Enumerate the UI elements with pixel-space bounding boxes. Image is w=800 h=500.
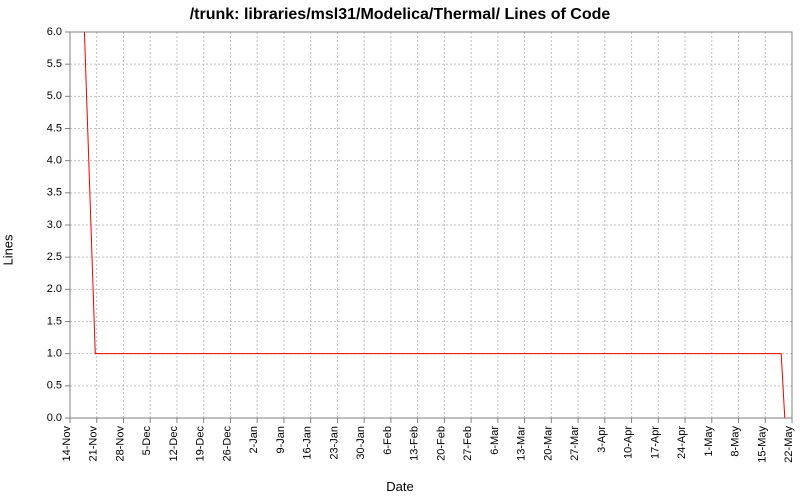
svg-text:14-Nov: 14-Nov [61, 426, 73, 462]
svg-text:5-Dec: 5-Dec [141, 426, 153, 456]
svg-text:15-May: 15-May [756, 426, 768, 463]
svg-text:6-Mar: 6-Mar [489, 426, 501, 455]
svg-text:19-Dec: 19-Dec [195, 426, 207, 462]
svg-text:16-Jan: 16-Jan [302, 426, 314, 460]
svg-text:5.5: 5.5 [47, 58, 62, 70]
svg-text:24-Apr: 24-Apr [676, 426, 688, 459]
svg-text:22-May: 22-May [783, 426, 795, 463]
svg-text:5.0: 5.0 [47, 90, 62, 102]
svg-text:26-Dec: 26-Dec [221, 426, 233, 462]
svg-text:10-Apr: 10-Apr [623, 426, 635, 459]
svg-text:8-May: 8-May [730, 426, 742, 457]
svg-text:3.0: 3.0 [47, 219, 62, 231]
svg-text:20-Mar: 20-Mar [542, 426, 554, 461]
svg-text:13-Feb: 13-Feb [409, 426, 421, 461]
svg-text:30-Jan: 30-Jan [355, 426, 367, 460]
svg-text:23-Jan: 23-Jan [328, 426, 340, 460]
svg-text:13-Mar: 13-Mar [516, 426, 528, 461]
svg-text:6.0: 6.0 [47, 26, 62, 38]
svg-text:3.5: 3.5 [47, 187, 62, 199]
svg-text:2.5: 2.5 [47, 251, 62, 263]
loc-chart: /trunk: libraries/msl31/Modelica/Thermal… [0, 0, 800, 500]
svg-text:0.5: 0.5 [47, 380, 62, 392]
chart-canvas: 0.0 0.5 1.0 1.5 2.0 2.5 3.0 3.5 4.0 4.5 5.0 5.5 6.0 1… [0, 0, 800, 500]
svg-text:3-Apr: 3-Apr [596, 426, 608, 453]
svg-text:21-Nov: 21-Nov [88, 426, 100, 462]
svg-text:1.0: 1.0 [47, 348, 62, 360]
svg-text:17-Apr: 17-Apr [649, 426, 661, 459]
svg-text:27-Feb: 27-Feb [462, 426, 474, 461]
svg-text:4.0: 4.0 [47, 155, 62, 167]
svg-text:9-Jan: 9-Jan [275, 426, 287, 454]
svg-text:28-Nov: 28-Nov [114, 426, 126, 462]
svg-text:27-Mar: 27-Mar [569, 426, 581, 461]
svg-text:2.0: 2.0 [47, 283, 62, 295]
svg-text:1.5: 1.5 [47, 315, 62, 327]
svg-text:6-Feb: 6-Feb [382, 426, 394, 455]
svg-text:20-Feb: 20-Feb [435, 426, 447, 461]
svg-text:12-Dec: 12-Dec [168, 426, 180, 462]
svg-text:0.0: 0.0 [47, 412, 62, 424]
svg-text:4.5: 4.5 [47, 122, 62, 134]
svg-text:1-May: 1-May [703, 426, 715, 457]
svg-text:2-Jan: 2-Jan [248, 426, 260, 454]
